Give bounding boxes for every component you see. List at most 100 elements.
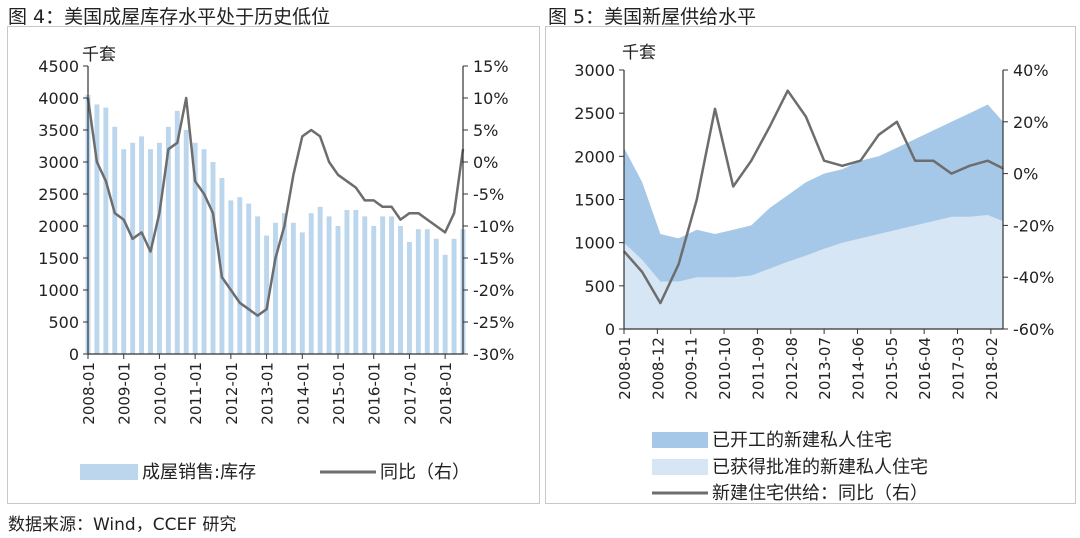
right-tick-label: 15%	[473, 57, 509, 76]
x-tick-label: 2016-01	[366, 362, 384, 425]
point-supply-yoy	[877, 133, 880, 136]
left-tick-label: 4000	[38, 89, 79, 108]
figure5-line	[623, 89, 1004, 305]
right-tick-label: 40%	[1013, 61, 1049, 80]
point-yoy	[212, 212, 214, 214]
point-yoy	[131, 238, 134, 240]
right-tick-label: -15%	[473, 249, 514, 268]
point-yoy	[453, 212, 455, 214]
point-yoy	[265, 308, 268, 311]
point-yoy	[283, 225, 286, 227]
left-tick-label: 1500	[38, 249, 79, 268]
point-supply-yoy	[823, 159, 825, 162]
bar-inventory	[389, 216, 395, 354]
figure5-unit: 千套	[622, 43, 656, 63]
bar-inventory	[103, 107, 109, 354]
x-tick-label: 2010-01	[151, 362, 169, 425]
point-yoy	[158, 212, 161, 214]
point-supply-yoy	[805, 115, 807, 118]
right-tick-label: 0%	[1013, 165, 1038, 184]
bar-inventory	[183, 130, 189, 354]
point-yoy	[122, 218, 125, 221]
point-yoy	[230, 289, 232, 291]
point-yoy	[372, 199, 375, 202]
point-yoy	[337, 174, 339, 176]
bar-inventory	[264, 235, 270, 354]
left-tick-label: 0	[605, 320, 615, 339]
point-supply-yoy	[732, 185, 734, 188]
x-tick-label: 2014-01	[294, 362, 312, 425]
point-yoy	[274, 257, 277, 259]
x-tick-label: 2008-12	[649, 337, 667, 400]
point-yoy	[292, 174, 295, 176]
bar-inventory	[228, 200, 234, 354]
point-yoy	[363, 199, 366, 202]
x-tick-label: 2017-01	[401, 362, 419, 425]
point-yoy	[194, 180, 196, 182]
figure5-title: 图 5：美国新屋供给水平	[548, 6, 757, 28]
point-yoy	[96, 161, 98, 163]
bar-inventory	[415, 229, 421, 354]
point-supply-yoy	[677, 263, 680, 266]
x-tick-label: 2016-04	[916, 337, 934, 400]
x-tick-label: 2017-03	[950, 337, 968, 400]
bar-inventory	[174, 110, 180, 354]
bar-inventory	[290, 222, 296, 354]
figure4-legend: 成屋销售:库存 同比（右）	[80, 462, 470, 483]
point-supply-yoy	[714, 108, 716, 110]
bar-inventory	[210, 162, 216, 354]
x-tick-label: 2009-01	[116, 362, 134, 425]
left-tick-label: 2000	[574, 147, 615, 166]
x-tick-label: 2015-01	[330, 362, 348, 425]
bar-inventory	[451, 238, 457, 354]
legend-label-started: 已开工的新建私人住宅	[712, 430, 892, 451]
point-yoy	[444, 231, 446, 234]
right-tick-label: 5%	[473, 121, 498, 140]
x-tick-label: 2014-06	[849, 337, 867, 400]
bar-inventory	[112, 126, 118, 354]
left-tick-label: 0	[69, 345, 79, 364]
point-supply-yoy	[750, 159, 753, 162]
bar-inventory	[281, 213, 287, 354]
point-yoy	[355, 186, 357, 189]
figure5-left-ticks: 3000 2500 2000 1500 1000 500 0	[574, 61, 624, 339]
left-tick-label: 1500	[574, 191, 615, 210]
left-tick-label: 3000	[574, 61, 615, 80]
bar-inventory	[371, 226, 377, 354]
bar-inventory	[156, 142, 162, 354]
x-tick-label: 2013-07	[816, 337, 834, 400]
bar-inventory	[130, 142, 136, 354]
figure5-right-ticks: 40% 20% 0% -20% -40% -60%	[1003, 61, 1054, 339]
x-tick-label: 2008-01	[80, 362, 98, 425]
bar-inventory	[353, 210, 359, 354]
left-tick-label: 1000	[38, 281, 79, 300]
right-tick-label: 20%	[1013, 113, 1049, 132]
legend-label-supply-yoy: 新建住宅供给：同比（右）	[712, 483, 928, 503]
figure4-axes	[87, 66, 464, 355]
bar-inventory	[219, 178, 225, 354]
legend-swatch-approved	[652, 459, 708, 475]
legend-swatch-started	[652, 432, 708, 448]
point-supply-yoy	[968, 165, 971, 167]
point-supply-yoy	[695, 198, 698, 201]
right-tick-label: -20%	[473, 281, 514, 300]
bar-inventory	[94, 104, 100, 355]
source-note: 数据来源：Wind，CCEF 研究	[8, 515, 237, 535]
left-tick-label: 2500	[38, 185, 79, 204]
right-tick-label: -10%	[473, 217, 514, 236]
figure4-unit: 千套	[82, 45, 116, 65]
left-tick-label: 2500	[574, 104, 615, 123]
left-tick-label: 1000	[574, 234, 615, 253]
x-tick-label: 2009-11	[683, 337, 701, 400]
figure4-left-ticks: 4500 4000 3500 3000 2500 2000 1500 1000 500 0	[38, 57, 88, 364]
bar-inventory	[246, 203, 252, 354]
bar-inventory	[362, 216, 368, 354]
point-supply-yoy	[841, 165, 844, 167]
point-yoy	[256, 314, 259, 317]
point-yoy	[319, 135, 321, 138]
right-tick-label: -20%	[1013, 216, 1054, 235]
figure4-title: 图 4：美国成屋库存水平处于历史低位	[8, 6, 331, 28]
x-tick-label: 2018-02	[983, 337, 1001, 400]
point-yoy	[167, 148, 170, 150]
point-yoy	[346, 180, 348, 182]
